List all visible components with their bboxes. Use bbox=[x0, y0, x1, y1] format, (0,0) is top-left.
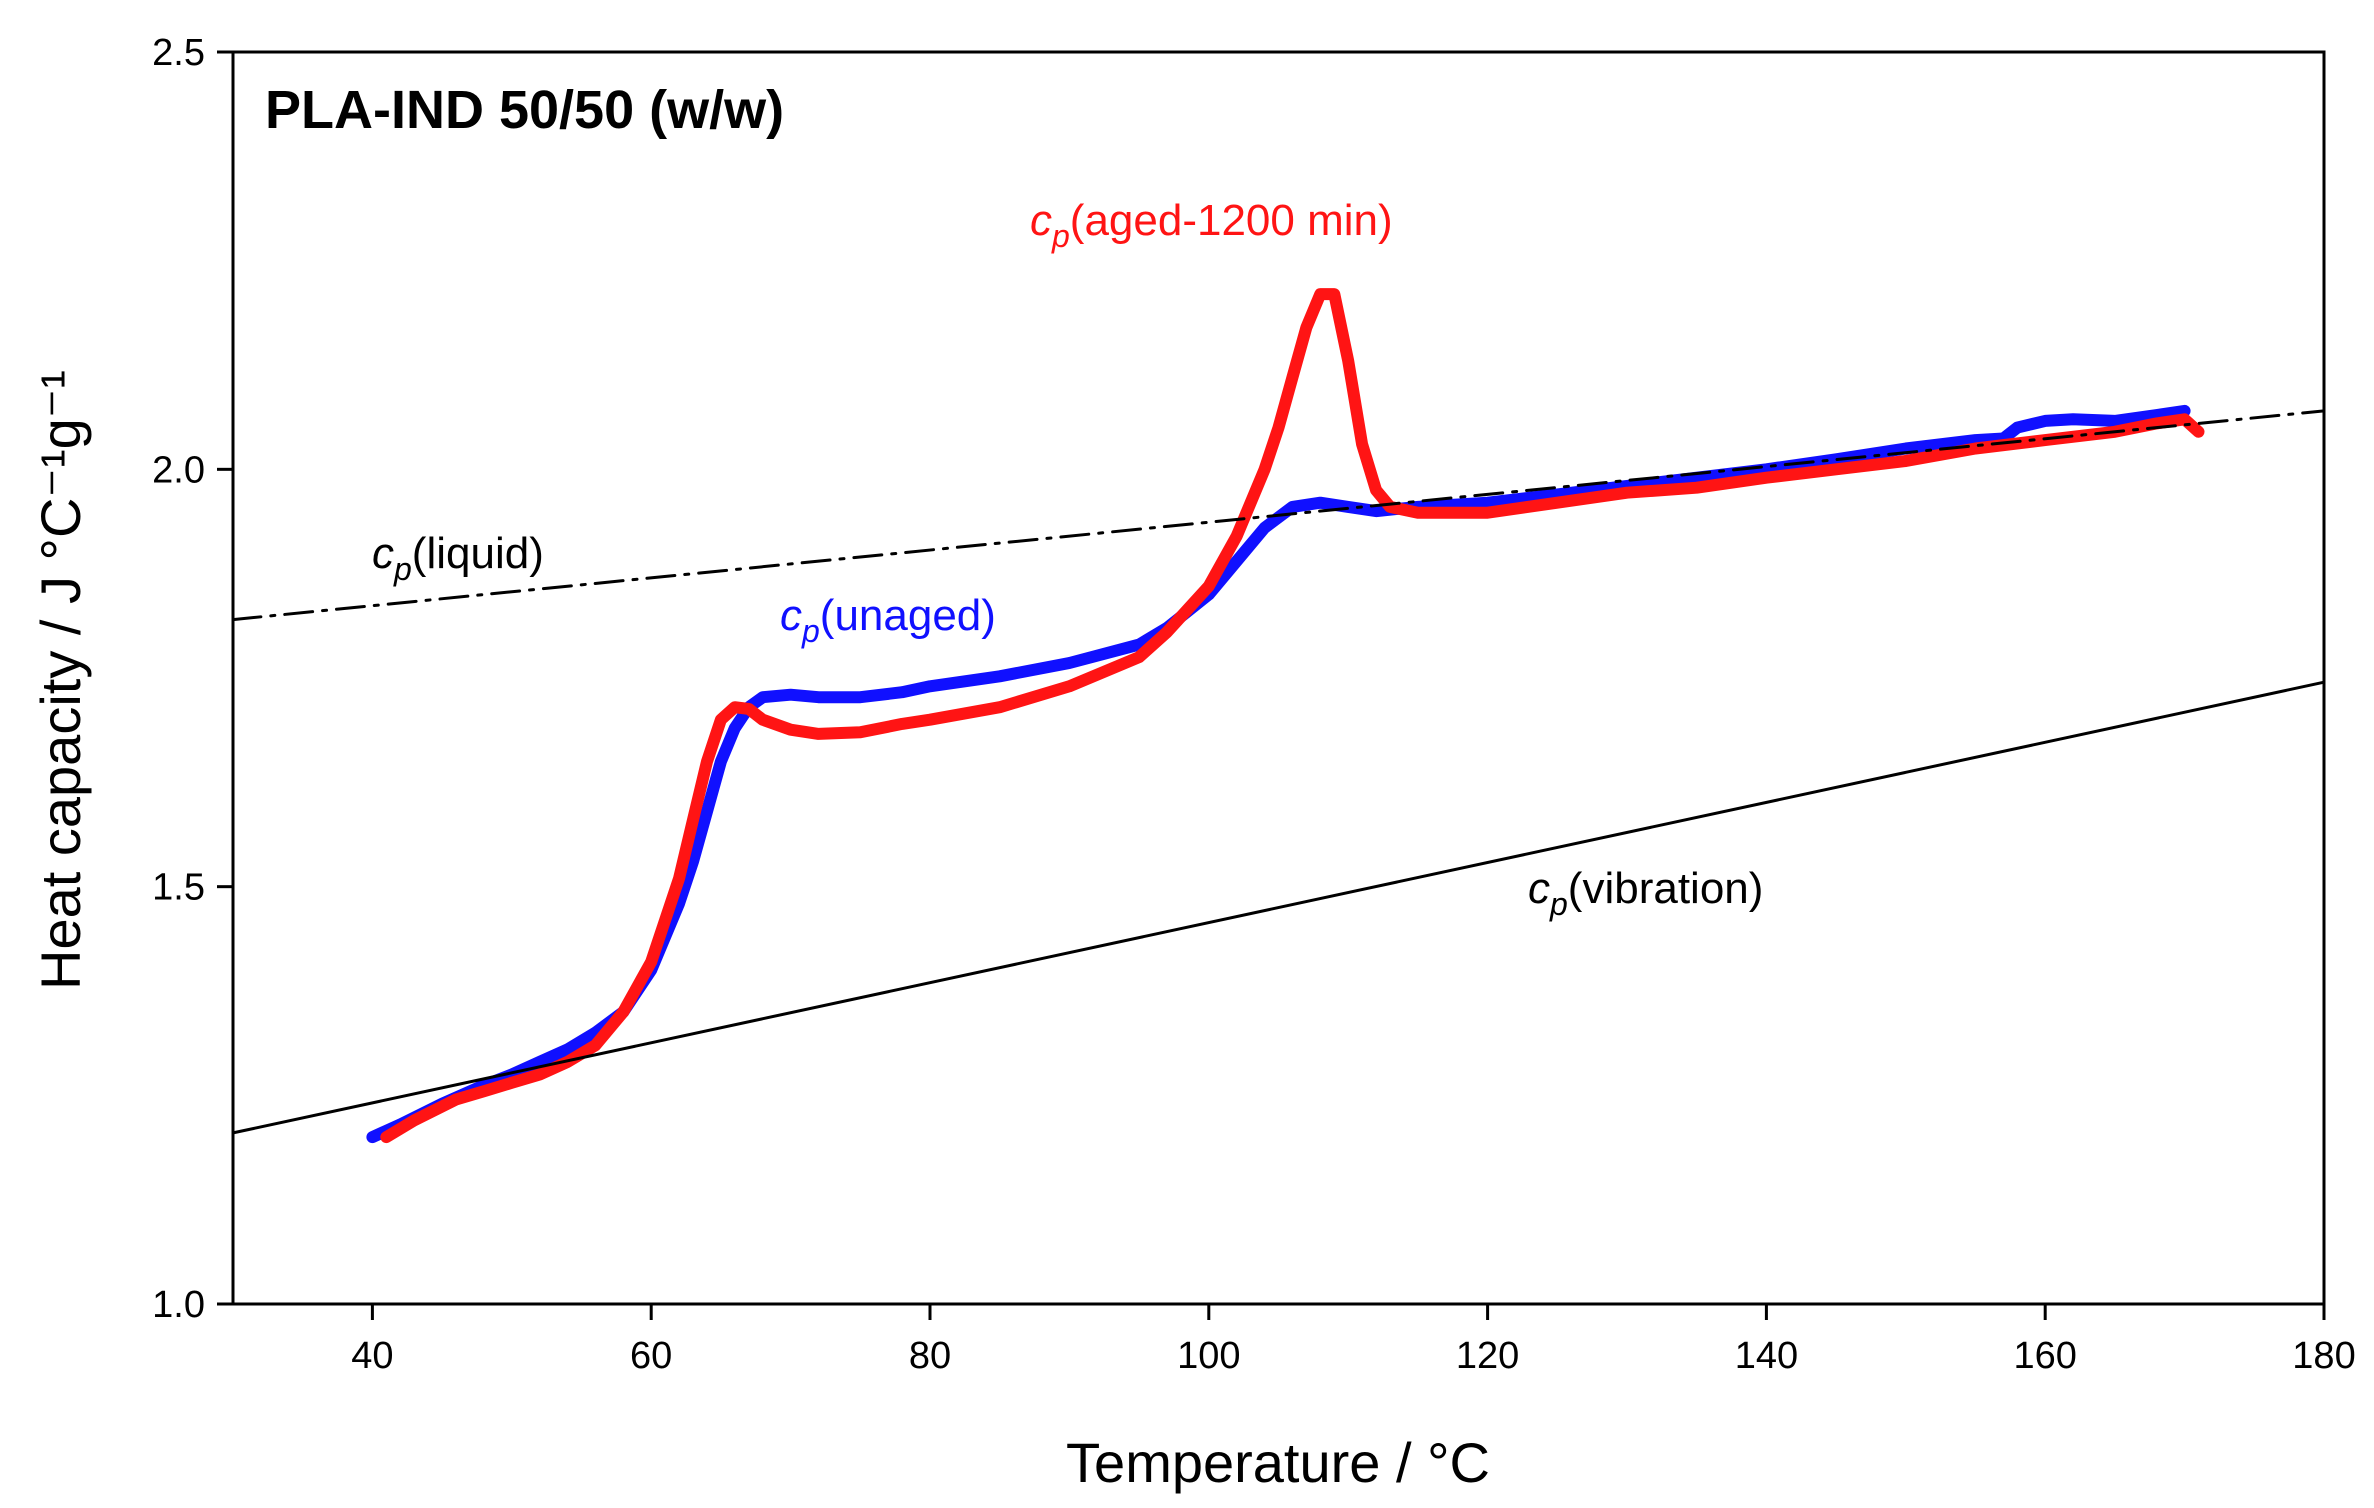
annotation-liquid-text: (liquid) bbox=[412, 529, 544, 578]
x-axis-title: Temperature / °C bbox=[1066, 1431, 1490, 1494]
x-tick-label-5: 140 bbox=[1735, 1335, 1798, 1377]
annotation-unaged: cp(unaged) bbox=[780, 591, 996, 649]
annotation-aged: cp(aged-1200 min) bbox=[1030, 196, 1393, 254]
annotation-vibration-text: (vibration) bbox=[1568, 864, 1764, 913]
x-tick-label-6: 160 bbox=[2013, 1335, 2076, 1377]
series-line-1 bbox=[380, 288, 2205, 1144]
x-tick-label-4: 120 bbox=[1456, 1335, 1519, 1377]
y-tick-label-1: 1.5 bbox=[152, 867, 205, 909]
chart-title: PLA-IND 50/50 (w/w) bbox=[265, 80, 784, 140]
x-tick-label-0: 40 bbox=[351, 1335, 393, 1377]
annotation-vibration: cp(vibration) bbox=[1528, 864, 1763, 922]
series-line-3 bbox=[231, 680, 2326, 1135]
annotation-aged-text: (aged-1200 min) bbox=[1070, 196, 1393, 245]
y-axis-ticks: 1.0 1.5 2.0 2.5 bbox=[152, 32, 233, 1326]
x-tick-label-7: 180 bbox=[2292, 1335, 2355, 1377]
annotation-aged-symbol: c bbox=[1030, 196, 1052, 245]
annotation-unaged-symbol: c bbox=[780, 591, 802, 640]
x-axis-ticks: 40 60 80 100 120 140 160 180 bbox=[351, 1304, 2356, 1377]
annotation-unaged-text: (unaged) bbox=[820, 591, 996, 640]
y-tick-label-0: 1.0 bbox=[152, 1284, 205, 1326]
annotation-liquid-subscript: p bbox=[393, 551, 412, 587]
annotation-vibration-subscript: p bbox=[1549, 886, 1568, 922]
annotation-liquid: cp(liquid) bbox=[372, 529, 544, 587]
annotation-aged-subscript: p bbox=[1051, 218, 1070, 254]
y-tick-label-2: 2.0 bbox=[152, 449, 205, 491]
series-layer bbox=[231, 288, 2326, 1144]
series-line-0 bbox=[366, 404, 2191, 1144]
annotation-liquid-symbol: c bbox=[372, 529, 394, 578]
x-tick-label-2: 80 bbox=[909, 1335, 951, 1377]
annotation-unaged-subscript: p bbox=[801, 613, 820, 649]
plot-frame bbox=[231, 50, 2326, 1306]
y-axis-title: Heat capacity / J °C⁻¹g⁻¹ bbox=[29, 370, 92, 990]
x-tick-label-3: 100 bbox=[1177, 1335, 1240, 1377]
x-tick-label-1: 60 bbox=[630, 1335, 672, 1377]
y-tick-label-3: 2.5 bbox=[152, 32, 205, 74]
annotation-vibration-symbol: c bbox=[1528, 864, 1550, 913]
series-line-2 bbox=[231, 409, 2326, 622]
